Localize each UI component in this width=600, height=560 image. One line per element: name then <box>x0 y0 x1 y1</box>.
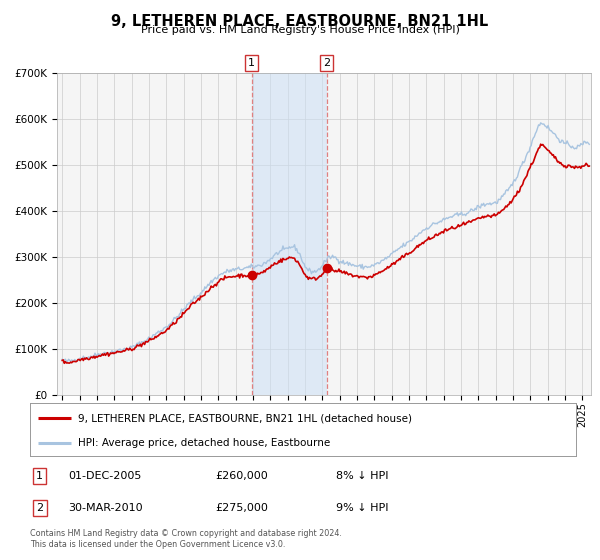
Text: HPI: Average price, detached house, Eastbourne: HPI: Average price, detached house, East… <box>78 437 330 447</box>
Text: 9% ↓ HPI: 9% ↓ HPI <box>336 503 388 514</box>
Text: 9, LETHEREN PLACE, EASTBOURNE, BN21 1HL (detached house): 9, LETHEREN PLACE, EASTBOURNE, BN21 1HL … <box>78 413 412 423</box>
Text: Contains HM Land Registry data © Crown copyright and database right 2024.
This d: Contains HM Land Registry data © Crown c… <box>30 529 342 549</box>
Text: 30-MAR-2010: 30-MAR-2010 <box>68 503 143 514</box>
Text: £275,000: £275,000 <box>215 503 269 514</box>
Text: 1: 1 <box>37 471 43 481</box>
Text: £260,000: £260,000 <box>215 471 268 481</box>
Text: 9, LETHEREN PLACE, EASTBOURNE, BN21 1HL: 9, LETHEREN PLACE, EASTBOURNE, BN21 1HL <box>112 14 488 29</box>
Text: Price paid vs. HM Land Registry's House Price Index (HPI): Price paid vs. HM Land Registry's House … <box>140 25 460 35</box>
Text: 01-DEC-2005: 01-DEC-2005 <box>68 471 142 481</box>
Bar <box>251 73 326 395</box>
Text: 2: 2 <box>36 503 43 514</box>
Text: 2: 2 <box>323 58 330 68</box>
Text: 1: 1 <box>248 58 255 68</box>
Text: 8% ↓ HPI: 8% ↓ HPI <box>336 471 388 481</box>
